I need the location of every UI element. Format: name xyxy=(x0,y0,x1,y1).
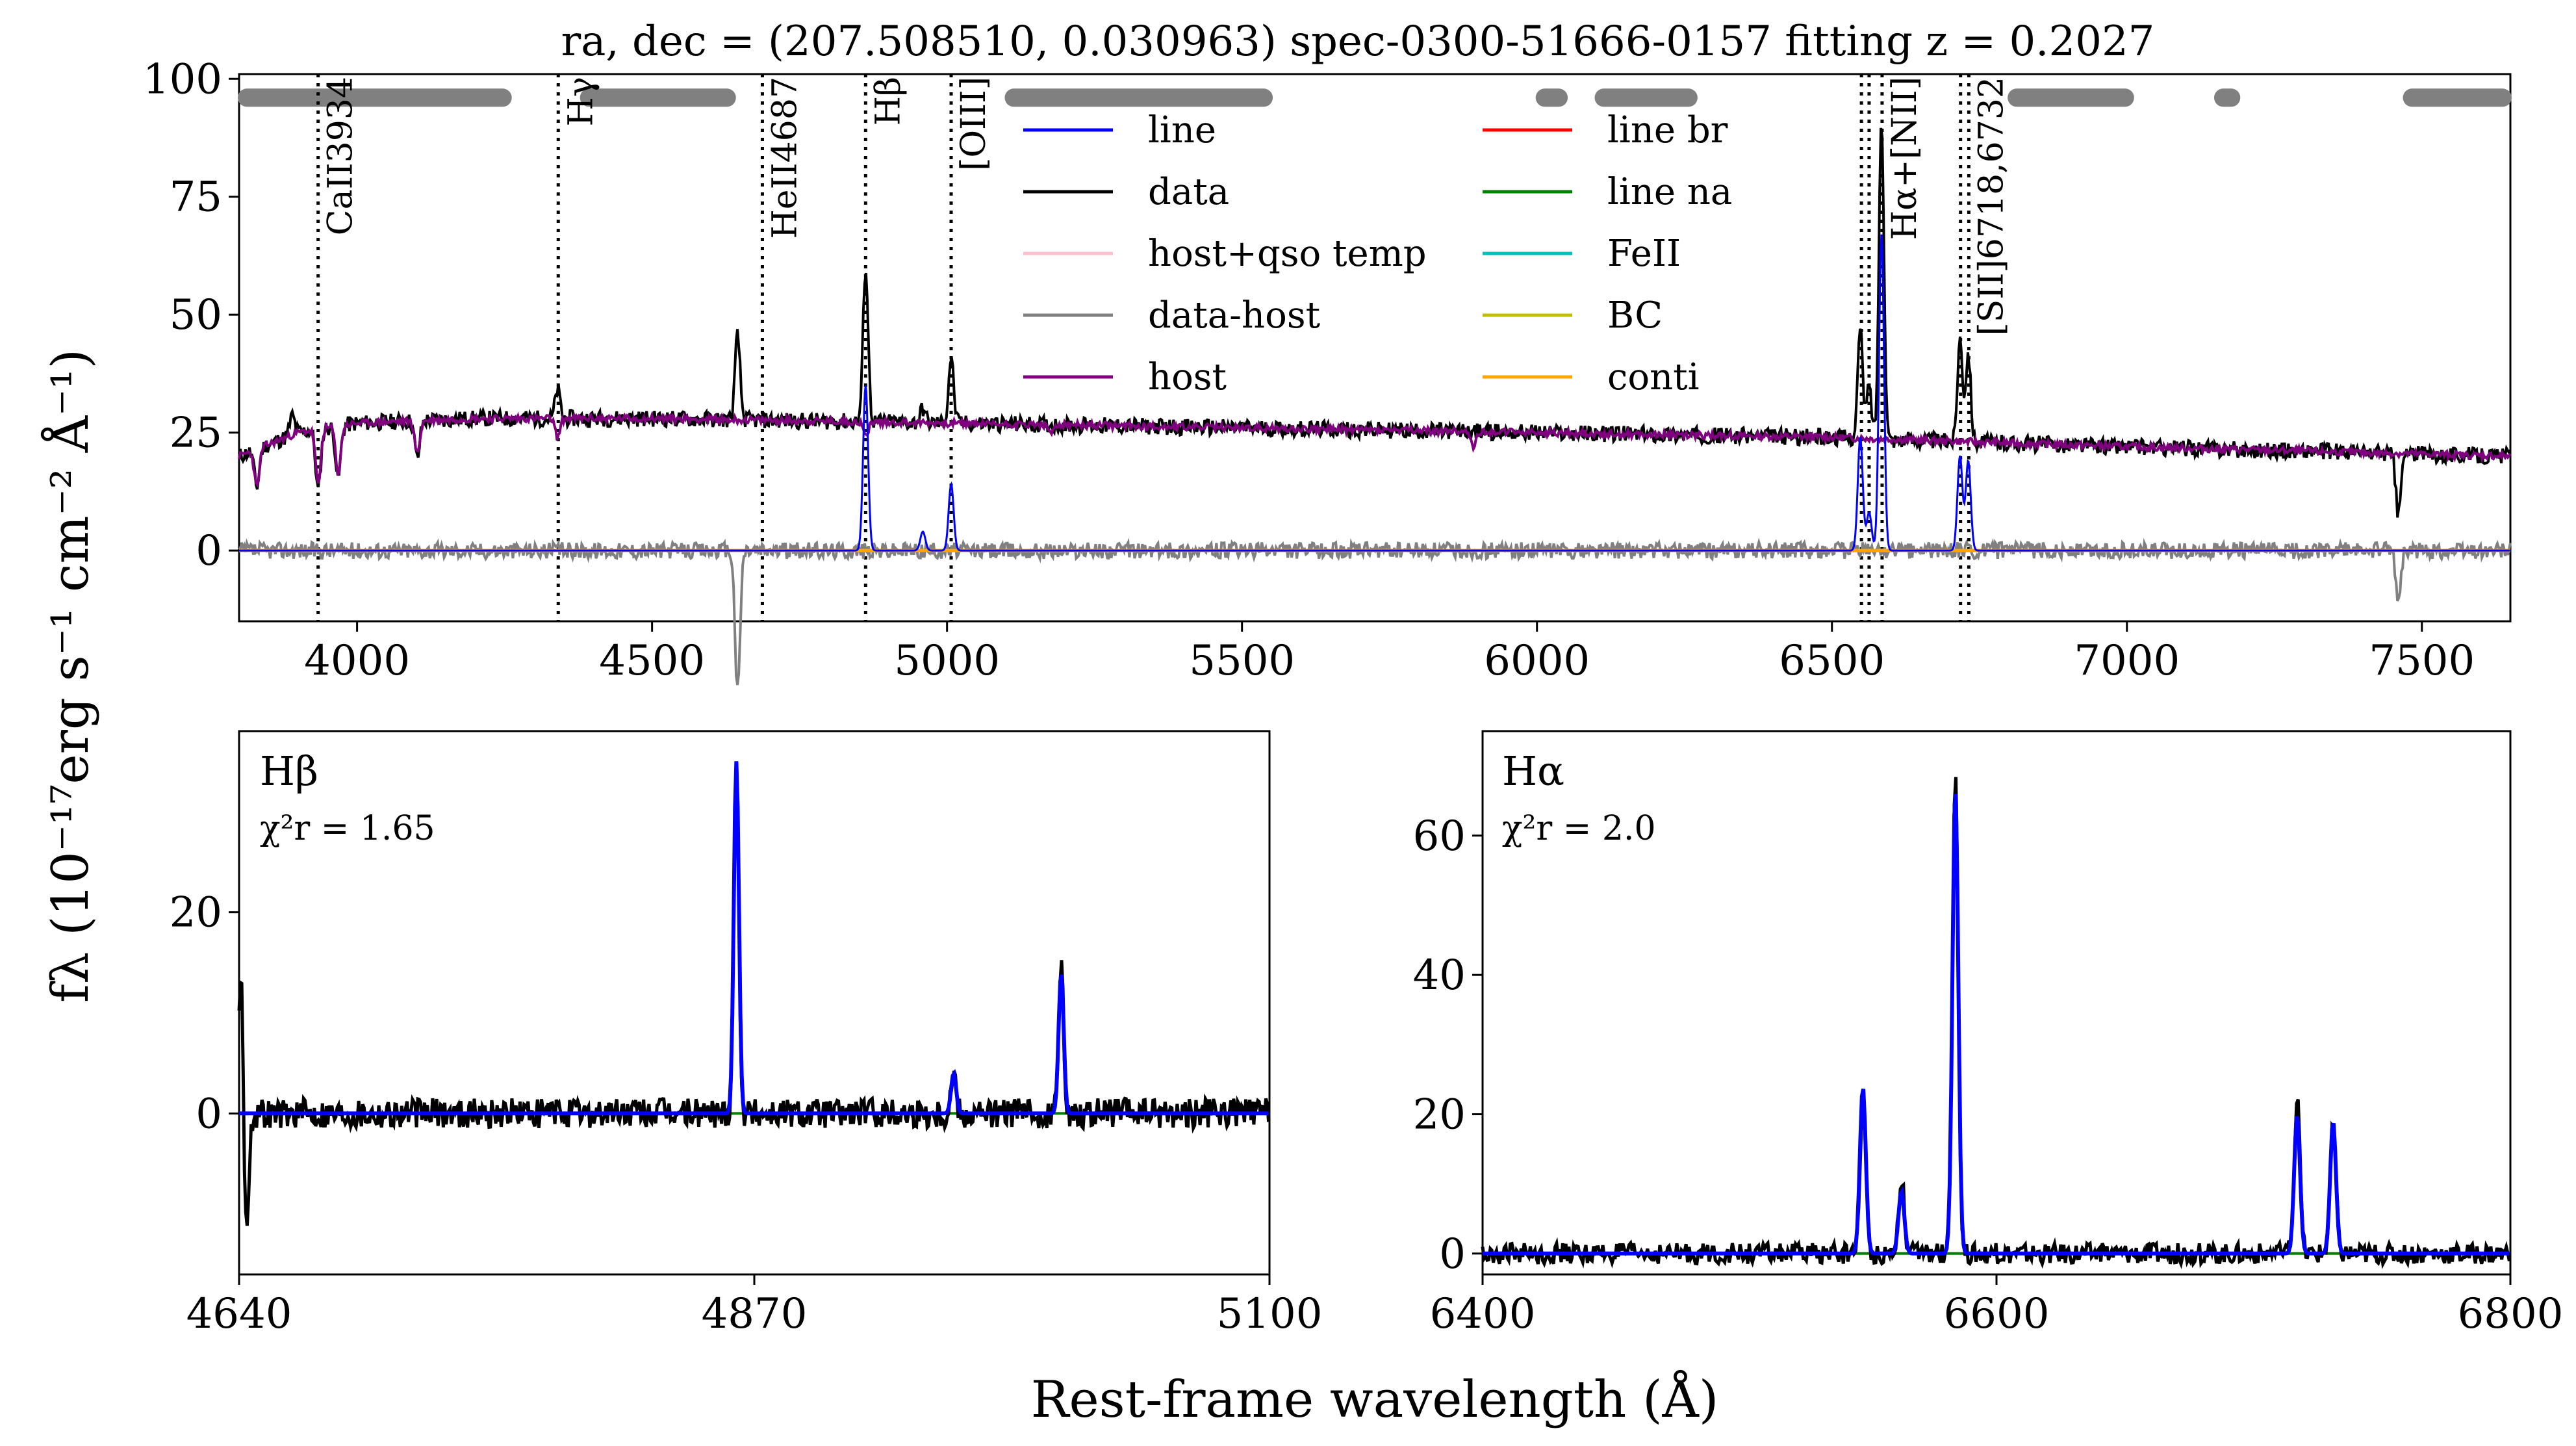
x-tick-label: 4000 xyxy=(304,637,410,685)
y-tick-label: 0 xyxy=(196,527,222,575)
legend: line data host+qso temp data-host host line b… xyxy=(1023,109,1732,398)
halpha-panel: 6400 6600 6800 0 20 40 60 Hα χ²r = 2.0 xyxy=(1413,730,2564,1338)
main-series xyxy=(238,127,2512,686)
y-tick-label: 60 xyxy=(1413,812,1466,860)
x-axis-label: Rest-frame wavelength (Å) xyxy=(1031,1369,1719,1429)
main-spectrum-panel: CaII3934 Hγ HeII4687 Hβ [OIII] Hα+[NII] [SII]6… xyxy=(143,55,2512,686)
series-line xyxy=(1483,794,2510,1256)
line-marker-label: HeII4687 xyxy=(765,77,804,239)
legend-label: host xyxy=(1148,356,1227,398)
y-tick-label: 0 xyxy=(196,1090,222,1138)
series-line xyxy=(239,761,1269,1116)
main-y-ticks: 0 25 50 75 100 xyxy=(143,55,239,575)
y-tick-label: 0 xyxy=(1439,1230,1466,1278)
y-tick-label: 20 xyxy=(1413,1091,1466,1139)
series-host xyxy=(238,411,2512,488)
y-tick-label: 25 xyxy=(170,409,222,458)
line-marker-label: Hγ xyxy=(561,77,600,126)
halpha-y-ticks: 0 20 40 60 xyxy=(1413,812,1483,1278)
y-tick-label: 20 xyxy=(170,889,222,937)
hbeta-y-ticks: 0 20 xyxy=(170,889,239,1138)
legend-label: FeII xyxy=(1607,233,1681,275)
x-tick-label: 4640 xyxy=(186,1290,292,1338)
x-tick-label: 6600 xyxy=(1944,1290,2050,1338)
line-markers: CaII3934 Hγ HeII4687 Hβ [OIII] Hα+[NII] [SII]6… xyxy=(316,74,2011,621)
x-tick-label: 6000 xyxy=(1484,637,1590,685)
x-tick-label: 5000 xyxy=(894,637,1000,685)
legend-label: data-host xyxy=(1148,294,1321,337)
legend-label: BC xyxy=(1607,294,1663,337)
series-line xyxy=(239,234,2510,552)
legend-label: data xyxy=(1148,171,1229,213)
line-marker-label: Hβ xyxy=(869,77,908,125)
x-tick-label: 6800 xyxy=(2458,1290,2564,1338)
legend-label: line na xyxy=(1607,171,1732,213)
x-tick-label: 4870 xyxy=(702,1290,808,1338)
halpha-chi2-label: χ²r = 2.0 xyxy=(1502,809,1656,848)
x-tick-label: 7500 xyxy=(2369,637,2475,685)
halpha-x-ticks: 6400 6600 6800 xyxy=(1430,1274,2564,1338)
legend-label: line xyxy=(1148,109,1216,151)
x-tick-label: 5500 xyxy=(1189,637,1295,685)
y-axis-label: fλ (10⁻¹⁷erg s⁻¹ cm⁻² Å⁻¹) xyxy=(40,349,100,1003)
x-tick-label: 6400 xyxy=(1430,1290,1536,1338)
main-x-ticks: 4000 4500 5000 5500 6000 6500 7000 7500 xyxy=(304,621,2475,685)
series-data xyxy=(1481,777,2511,1269)
y-tick-label: 40 xyxy=(1413,951,1466,1000)
series-data xyxy=(237,763,1271,1226)
y-tick-label: 75 xyxy=(170,174,222,222)
halpha-panel-label: Hα xyxy=(1502,747,1564,795)
series-data xyxy=(238,127,2512,518)
line-marker-label: [SII]6718,6732 xyxy=(1972,77,2011,335)
x-tick-label: 5100 xyxy=(1217,1290,1323,1338)
hbeta-x-ticks: 4640 4870 5100 xyxy=(186,1274,1323,1338)
hbeta-series xyxy=(237,761,1271,1226)
main-plot-frame xyxy=(238,73,2512,623)
y-tick-label: 100 xyxy=(143,55,222,103)
y-tick-label: 50 xyxy=(170,291,222,339)
chart-title: ra, dec = (207.508510, 0.030963) spec-03… xyxy=(561,18,2155,66)
x-tick-label: 7000 xyxy=(2074,637,2180,685)
hbeta-panel: 4640 4870 5100 0 20 Hβ χ²r = 1.65 xyxy=(170,730,1323,1338)
hbeta-panel-label: Hβ xyxy=(260,747,318,795)
legend-label: host+qso temp xyxy=(1148,233,1427,275)
x-tick-label: 6500 xyxy=(1779,637,1885,685)
legend-label: conti xyxy=(1607,356,1700,398)
halpha-series xyxy=(1481,777,2511,1269)
x-tick-label: 4500 xyxy=(599,637,705,685)
line-marker-label: CaII3934 xyxy=(322,77,361,235)
hbeta-chi2-label: χ²r = 1.65 xyxy=(260,809,435,848)
legend-label: line br xyxy=(1607,109,1728,151)
line-marker-label: Hα+[NII] xyxy=(1885,77,1924,240)
line-marker-label: [OIII] xyxy=(954,77,993,171)
